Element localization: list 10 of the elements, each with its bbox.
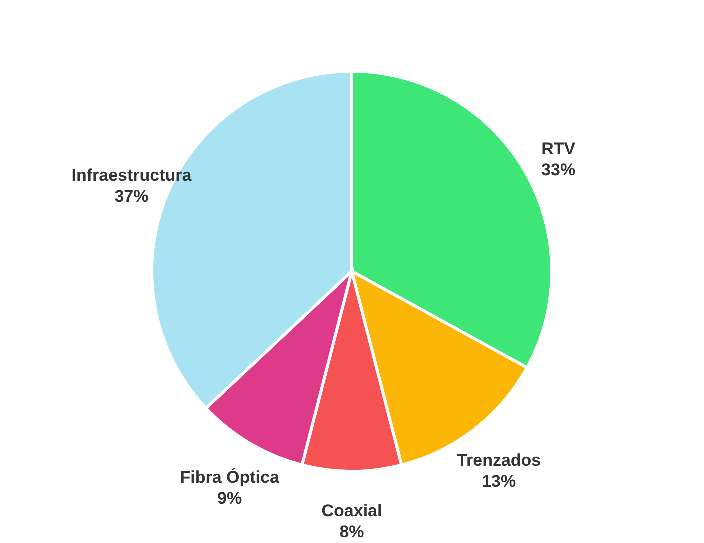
slice-label: RTV	[542, 139, 576, 158]
slice-label: Trenzados	[457, 451, 542, 470]
data-label: 37%	[114, 187, 149, 206]
data-label: 33%	[542, 160, 576, 180]
slice-label: Coaxial	[322, 502, 382, 520]
slice-label: Fibra Óptica	[180, 467, 280, 488]
data-label: 8%	[340, 522, 364, 542]
data-label: 13%	[482, 472, 516, 492]
slice-label: Infraestructura	[72, 166, 192, 186]
data-label: 9%	[218, 489, 242, 508]
